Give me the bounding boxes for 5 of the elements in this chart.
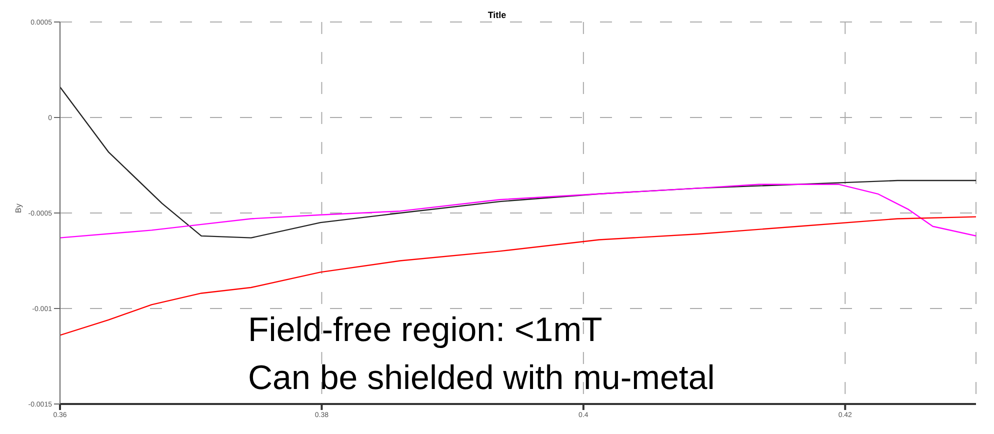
annotation: Can be shielded with mu-metal: [248, 358, 715, 399]
line-series: [60, 184, 976, 238]
y-axis-title: By: [14, 204, 23, 213]
chart-title: Title: [486, 10, 508, 20]
annotation: Field-free region: <1mT: [248, 310, 604, 351]
